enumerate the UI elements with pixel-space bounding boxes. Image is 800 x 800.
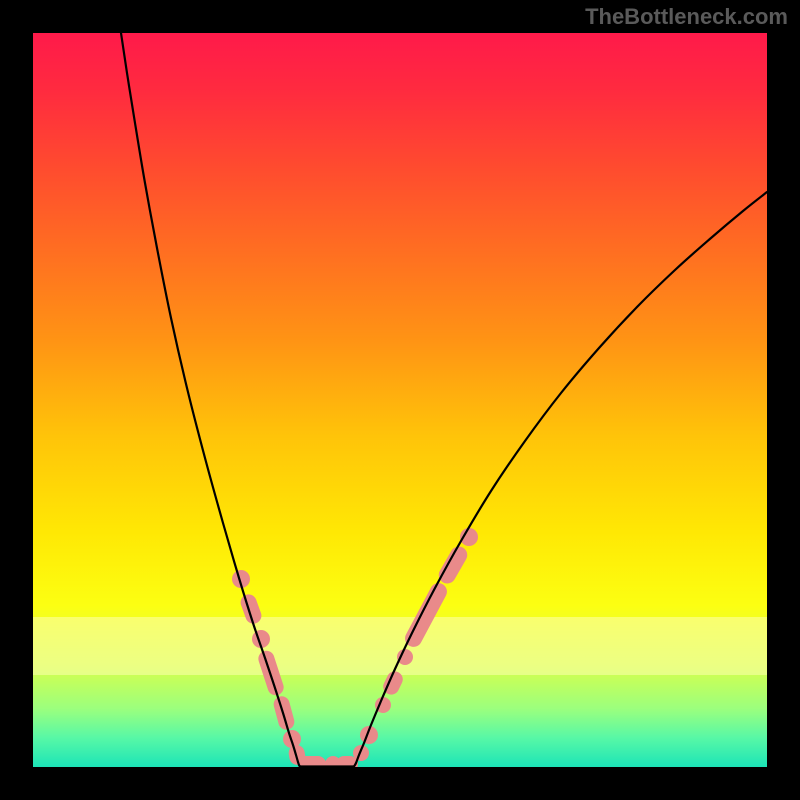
- plot-area: [33, 33, 767, 767]
- chart-container: TheBottleneck.com: [0, 0, 800, 800]
- chart-svg: [33, 33, 767, 767]
- marker-pill: [238, 592, 263, 626]
- watermark: TheBottleneck.com: [585, 4, 788, 30]
- markers-group: [232, 528, 478, 767]
- marker-pill: [436, 543, 471, 586]
- marker-pill: [298, 756, 326, 767]
- right-curve: [354, 192, 767, 767]
